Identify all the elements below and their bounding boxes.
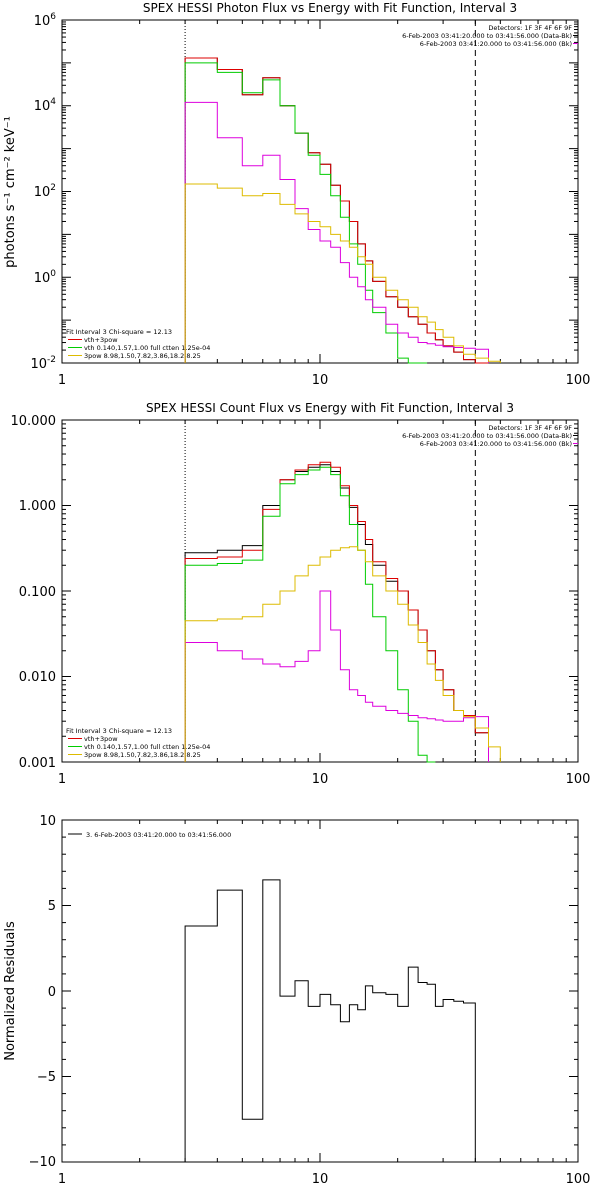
count-flux-y-tick-labels: 10.000 1.000 0.100 0.010 0.001	[11, 414, 57, 771]
residuals-legend-entry: 3. 6-Feb-2003 03:41:20.000 to 03:41:56.0…	[86, 831, 231, 839]
photon-flux-y-tick-label: 102	[34, 183, 56, 200]
count-flux-series-line	[184, 590, 489, 762]
count-flux-legend-entry: vth+3pow	[84, 735, 118, 743]
photon-flux-legend-entry: 3pow 8.98,1.50,7.82,3.86,18.2,8.25	[84, 352, 201, 360]
photon-flux-info-line: Detectors: 1F 3F 4F 6F 9F	[488, 24, 572, 32]
count-flux-legend-entry: Fit Interval 3 Chi-square = 12.13	[66, 727, 172, 735]
photon-flux-series-line	[184, 57, 489, 364]
count-flux-title: SPEX HESSI Count Flux vs Energy with Fit…	[146, 401, 514, 415]
residuals-x-tick-labels: 1 10 100	[58, 1172, 591, 1187]
photon-flux-info-block: Detectors: 1F 3F 4F 6F 9F 6-Feb-2003 03:…	[402, 24, 578, 48]
photon-flux-legend-entry: vth+3pow	[84, 336, 118, 344]
photon-flux-y-tick-labels: 106 104 102 100 10-2	[30, 12, 56, 372]
count-flux-y-tick-label: 0.001	[19, 756, 56, 771]
count-flux-legend-entry: vth 0.140,1.57,1.00 full ctten 1.25e-04	[84, 743, 210, 751]
count-flux-info-line: Detectors: 1F 3F 4F 6F 9F	[488, 424, 572, 432]
photon-flux-legend: Fit Interval 3 Chi-square = 12.13 vth+3p…	[66, 328, 210, 360]
residuals-x-tick-label: 100	[566, 1172, 591, 1187]
photon-flux-series-line	[184, 183, 501, 363]
residuals-axis-ticks	[61, 819, 578, 1163]
photon-flux-y-tick-label: 106	[34, 12, 57, 29]
residuals-x-tick-label: 1	[58, 1172, 66, 1187]
residuals-y-tick-labels: 10 5 0 −5 −10	[29, 814, 56, 1170]
photon-flux-title: SPEX HESSI Photon Flux vs Energy with Fi…	[143, 1, 517, 15]
count-flux-info-block: Detectors: 1F 3F 4F 6F 9F 6-Feb-2003 03:…	[402, 424, 578, 448]
photon-flux-series-line	[184, 101, 489, 363]
count-flux-y-tick-label: 0.100	[19, 585, 56, 600]
count-flux-y-tick-label: 10.000	[11, 414, 57, 429]
photon-flux-info-line: 6-Feb-2003 03:41:20.000 to 03:41:56.000 …	[420, 40, 572, 48]
residuals-y-axis-label: Normalized Residuals	[3, 921, 18, 1061]
photon-flux-series-line	[184, 62, 428, 364]
count-flux-info-line: 6-Feb-2003 03:41:20.000 to 03:41:56.000 …	[402, 432, 572, 440]
photon-flux-x-tick-label: 1	[58, 373, 66, 388]
count-flux-x-tick-label: 10	[312, 772, 329, 787]
residuals-y-tick-label: 5	[48, 899, 56, 914]
residuals-y-tick-label: 10	[39, 814, 56, 829]
photon-flux-y-tick-label: 10-2	[30, 355, 56, 372]
count-flux-x-tick-label: 100	[566, 772, 591, 787]
count-flux-series	[184, 420, 501, 763]
count-flux-x-tick-labels: 1 10 100	[58, 772, 591, 787]
count-flux-info-line: 6-Feb-2003 03:41:20.000 to 03:41:56.000 …	[420, 440, 572, 448]
photon-flux-series-line	[184, 57, 489, 364]
photon-flux-legend-entry: vth 0.140,1.57,1.00 full ctten 1.25e-04	[84, 344, 210, 352]
photon-flux-y-axis-label: photons s⁻¹ cm⁻² keV⁻¹	[3, 116, 18, 268]
count-flux-series-line	[184, 464, 489, 762]
photon-flux-info-line: 6-Feb-2003 03:41:20.000 to 03:41:56.000 …	[402, 32, 572, 40]
photon-flux-y-tick-label: 100	[34, 269, 57, 286]
photon-flux-series	[184, 20, 501, 364]
residuals-plot-frame	[61, 819, 579, 1163]
count-flux-legend: Fit Interval 3 Chi-square = 12.13 vth+3p…	[66, 727, 210, 759]
photon-flux-x-tick-label: 100	[566, 373, 591, 388]
residuals-panel: 1 10 100 10 5 0 −5 −10 Normalized Residu…	[3, 814, 590, 1187]
residuals-y-tick-label: −5	[37, 1070, 56, 1085]
photon-flux-y-tick-label: 104	[34, 97, 57, 114]
count-flux-y-tick-label: 1.000	[19, 499, 56, 514]
count-flux-legend-entry: 3pow 8.98,1.50,7.82,3.86,18.2,8.25	[84, 751, 201, 759]
count-flux-series-line	[184, 466, 436, 763]
photon-flux-legend-entry: Fit Interval 3 Chi-square = 12.13	[66, 328, 172, 336]
photon-flux-plot-frame	[61, 19, 579, 364]
photon-flux-x-tick-label: 10	[312, 373, 329, 388]
residuals-series	[184, 879, 476, 1162]
photon-flux-panel: SPEX HESSI Photon Flux vs Energy with Fi…	[3, 1, 590, 388]
count-flux-panel: SPEX HESSI Count Flux vs Energy with Fit…	[11, 401, 591, 787]
residuals-y-tick-label: −10	[29, 1155, 56, 1170]
photon-flux-x-tick-labels: 1 10 100	[58, 373, 591, 388]
photon-flux-axis-ticks	[61, 20, 578, 364]
residuals-series-line	[184, 879, 476, 1162]
residuals-x-tick-label: 10	[312, 1172, 329, 1187]
count-flux-series-line	[184, 461, 489, 762]
count-flux-y-tick-label: 0.010	[19, 670, 56, 685]
residuals-legend: 3. 6-Feb-2003 03:41:20.000 to 03:41:56.0…	[68, 831, 231, 839]
residuals-y-tick-label: 0	[48, 985, 56, 1000]
count-flux-x-tick-label: 1	[58, 772, 66, 787]
count-flux-series-line	[184, 546, 501, 762]
